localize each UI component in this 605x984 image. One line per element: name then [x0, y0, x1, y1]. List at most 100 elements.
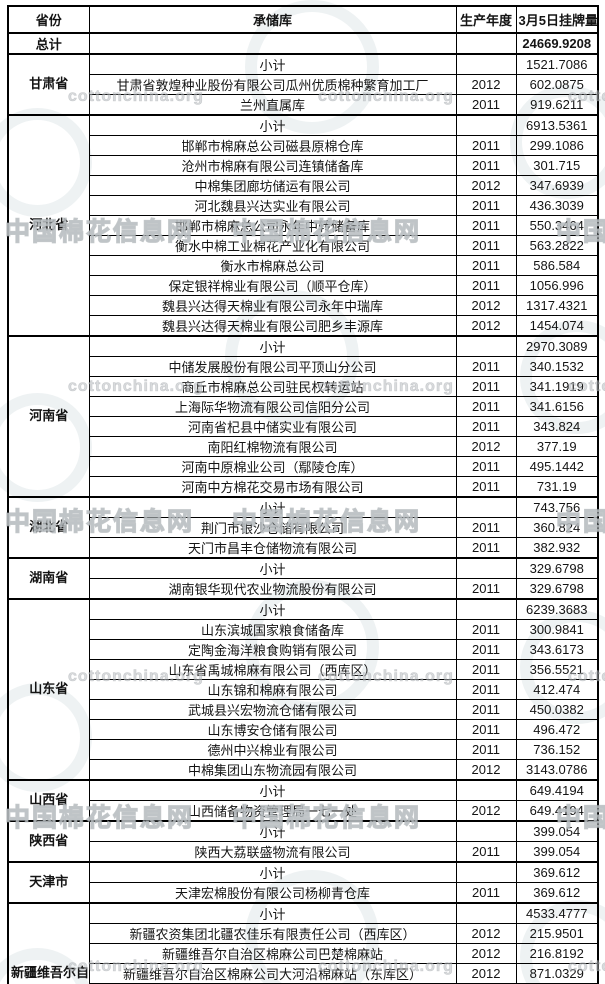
header-year: 生产年度 [455, 5, 517, 34]
table-row: 中棉集团廊坊储运有限公司 2012 347.6939 [8, 175, 599, 196]
table-row: 新疆维吾尔自治区棉麻公司大河沿棉麻站（东库区） 2012 871.0329 [8, 963, 599, 984]
warehouse-cell: 邯郸市棉麻总公司永年中转储备库 [88, 215, 457, 236]
year-cell: 2012 [455, 923, 517, 944]
quantity-cell: 399.054 [515, 841, 599, 863]
warehouse-cell: 河北魏县兴达实业有限公司 [88, 195, 457, 216]
quantity-cell: 341.6156 [515, 396, 599, 417]
subtotal-value-cell: 743.756 [515, 496, 599, 518]
table-row: 保定银祥棉业有限公司（顺平仓库） 2011 1056.996 [8, 275, 599, 296]
subtotal-value-cell: 4533.4777 [515, 902, 599, 924]
year-cell: 2011 [455, 517, 517, 538]
subtotal-year-empty [455, 557, 517, 579]
year-cell: 2011 [455, 719, 517, 740]
warehouse-cell: 定陶金海洋粮食购销有限公司 [88, 639, 457, 660]
quantity-cell: 550.3464 [515, 215, 599, 236]
year-cell: 2011 [455, 841, 517, 863]
quantity-cell: 586.584 [515, 255, 599, 276]
warehouse-cell: 中棉集团廊坊储运有限公司 [88, 175, 457, 196]
warehouse-cell: 山东省禹城棉麻有限公司（西库区） [88, 659, 457, 680]
year-cell: 2011 [455, 619, 517, 640]
table-row: 山东博安仓储有限公司 2011 496.472 [8, 719, 599, 740]
year-cell: 2011 [455, 416, 517, 437]
table-row: 定陶金海洋粮食购销有限公司 2011 343.6173 [8, 639, 599, 660]
table-row: 沧州市棉麻有限公司连镇储备库 2011 301.715 [8, 155, 599, 176]
year-cell: 2011 [455, 882, 517, 904]
table-body: 总计 24669.9208 甘肃省 小计 1521.7086 甘肃省敦煌种业股份有限公… [7, 32, 599, 984]
year-cell: 2011 [455, 235, 517, 256]
table-row: 商丘市棉麻总公司驻民权转运站 2011 341.1919 [8, 376, 599, 397]
quantity-cell: 343.6173 [515, 639, 599, 660]
year-cell: 2011 [455, 699, 517, 720]
subtotal-value-cell: 369.612 [515, 861, 599, 883]
table-row: 河南中方棉花交易市场有限公司 2011 731.19 [8, 476, 599, 498]
warehouse-cell: 山东滨城国家粮食储备库 [88, 619, 457, 640]
total-row: 总计 24669.9208 [7, 32, 599, 55]
year-cell: 2012 [455, 963, 517, 984]
year-cell: 2011 [455, 215, 517, 236]
subtotal-label-cell: 小计 [88, 902, 457, 924]
subtotal-value-cell: 6913.5361 [515, 114, 599, 136]
total-value: 24669.9208 [515, 32, 599, 55]
warehouse-cell: 河南中方棉花交易市场有限公司 [88, 476, 457, 498]
table-row: 魏县兴达得天棉业有限公司永年中瑞库 2012 1317.4321 [8, 295, 599, 316]
quantity-cell: 1317.4321 [515, 295, 599, 316]
total-year-empty [455, 32, 517, 55]
cotton-listing-table: 省份 承储库 生产年度 3月5日挂牌量 总计 24669.9208 甘肃省 小计 1… [7, 5, 599, 984]
quantity-cell: 382.932 [515, 537, 599, 559]
year-cell: 2012 [455, 436, 517, 457]
header-quantity: 3月5日挂牌量 [515, 5, 599, 34]
quantity-cell: 341.1919 [515, 376, 599, 397]
table-row: 兰州直属库 2011 919.6211 [8, 94, 599, 116]
subtotal-row: 陕西省 小计 399.054 [7, 820, 599, 863]
subtotal-label-cell: 小计 [88, 496, 457, 518]
warehouse-cell: 魏县兴达得天棉业有限公司肥乡丰源库 [88, 315, 457, 337]
province-cell: 山西省 [7, 779, 90, 822]
total-label: 总计 [7, 32, 90, 55]
quantity-cell: 301.715 [515, 155, 599, 176]
subtotal-label-cell: 小计 [88, 779, 457, 801]
quantity-cell: 347.6939 [515, 175, 599, 196]
quantity-cell: 649.4194 [515, 800, 599, 822]
warehouse-cell: 山东博安仓储有限公司 [88, 719, 457, 740]
table-row: 湖南银华现代农业物流股份有限公司 2011 329.6798 [8, 578, 599, 600]
province-cell: 湖北省 [7, 496, 90, 559]
warehouse-cell: 天津宏棉股份有限公司杨柳青仓库 [88, 882, 457, 904]
quantity-cell: 919.6211 [515, 94, 599, 116]
subtotal-year-empty [455, 902, 517, 924]
quantity-cell: 356.5521 [515, 659, 599, 680]
quantity-cell: 360.824 [515, 517, 599, 538]
table-header: 省份 承储库 生产年度 3月5日挂牌量 [7, 5, 599, 34]
year-cell: 2011 [455, 135, 517, 156]
year-cell: 2011 [455, 275, 517, 296]
year-cell: 2011 [455, 255, 517, 276]
table-row: 中棉集团山东物流园有限公司 2012 3143.0786 [8, 759, 599, 781]
province-cell: 新疆维吾尔自治区 [7, 902, 90, 984]
table-row: 河北魏县兴达实业有限公司 2011 436.3039 [8, 195, 599, 216]
subtotal-value-cell: 649.4194 [515, 779, 599, 801]
province-cell: 河南省 [7, 335, 90, 498]
year-cell: 2012 [455, 175, 517, 196]
table-row: 甘肃省敦煌种业股份有限公司瓜州优质棉种繁育加工厂 2012 602.0875 [8, 74, 599, 95]
province-cell: 天津市 [7, 861, 90, 904]
warehouse-cell: 甘肃省敦煌种业股份有限公司瓜州优质棉种繁育加工厂 [88, 74, 457, 95]
warehouse-cell: 荆门市银沙仓储有限公司 [88, 517, 457, 538]
table-row: 武城县兴宏物流仓储有限公司 2011 450.0382 [8, 699, 599, 720]
subtotal-year-empty [455, 820, 517, 842]
warehouse-cell: 保定银祥棉业有限公司（顺平仓库） [88, 275, 457, 296]
quantity-cell: 369.612 [515, 882, 599, 904]
quantity-cell: 436.3039 [515, 195, 599, 216]
table-row: 山东省禹城棉麻有限公司（西库区） 2011 356.5521 [8, 659, 599, 680]
year-cell: 2012 [455, 295, 517, 316]
subtotal-row: 天津市 小计 369.612 [7, 861, 599, 904]
quantity-cell: 496.472 [515, 719, 599, 740]
quantity-cell: 495.1442 [515, 456, 599, 477]
subtotal-year-empty [455, 53, 517, 75]
header-row: 省份 承储库 生产年度 3月5日挂牌量 [7, 5, 599, 34]
table-row: 衡水市棉麻总公司 2011 586.584 [8, 255, 599, 276]
province-cell: 陕西省 [7, 820, 90, 863]
subtotal-label-cell: 小计 [88, 114, 457, 136]
year-cell: 2011 [455, 195, 517, 216]
warehouse-cell: 兰州直属库 [88, 94, 457, 116]
subtotal-row: 河南省 小计 2970.3089 [7, 335, 599, 498]
quantity-cell: 300.9841 [515, 619, 599, 640]
